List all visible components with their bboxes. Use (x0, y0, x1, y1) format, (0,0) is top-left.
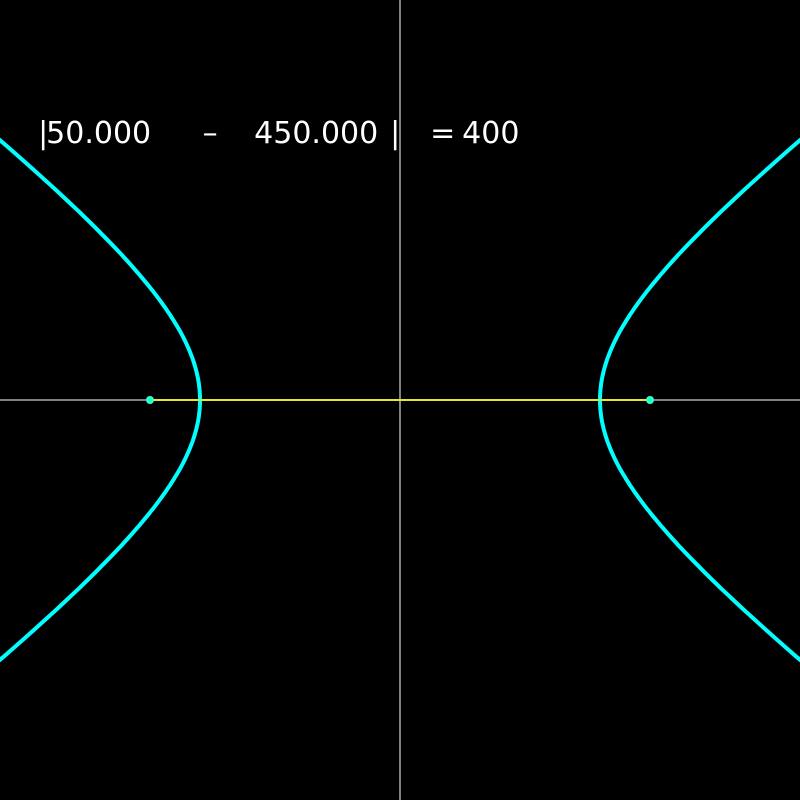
distance-difference-formula: |50.000–450.000 | = 400 (0, 68, 519, 151)
abs-bar-close: | (390, 116, 401, 151)
difference-result: 400 (462, 116, 520, 151)
distance-to-focus-1: 50.000 (46, 116, 152, 151)
left-focus-point[interactable] (146, 396, 154, 404)
distance-to-focus-2: 450.000 (254, 116, 379, 151)
abs-bar-open: | (38, 116, 49, 151)
right-focus-point[interactable] (646, 396, 654, 404)
equals-sign: = (430, 116, 456, 151)
minus-sign: – (202, 116, 218, 151)
